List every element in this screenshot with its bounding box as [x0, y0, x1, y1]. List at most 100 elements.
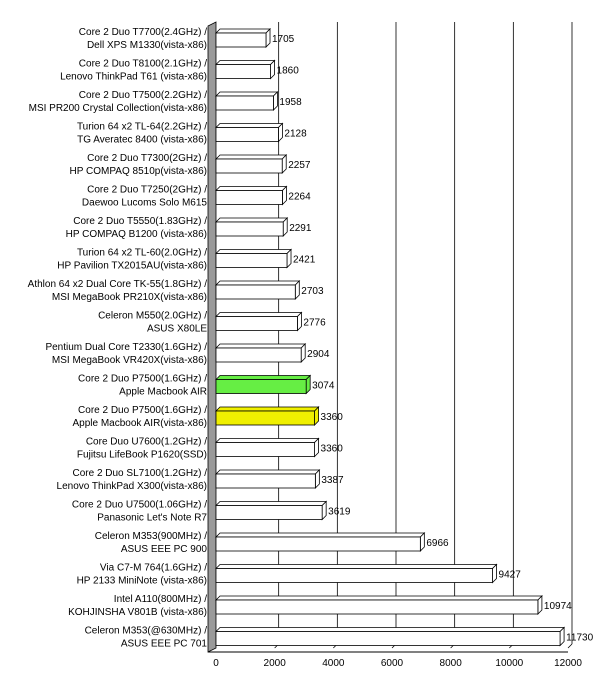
bar-top-face [215, 501, 328, 506]
bar-value-label: 2257 [288, 160, 311, 171]
category-label-line2: HP Pavilion TX2015AU(vista-x86) [57, 261, 207, 272]
category-label-line2: ASUS EEE PC 701 [121, 639, 208, 650]
category-label-line2: ASUS X80LE [147, 324, 207, 335]
value-labels: 1705 1860 1958 2128 2257 2264 2291 2421 2703 2776… [272, 34, 594, 644]
bar-top-face [215, 438, 320, 443]
x-tick-label: 4000 [322, 658, 345, 669]
bar-top-face [215, 595, 543, 601]
category-label-line2: KOHJINSHA V801B (vista-x86) [68, 607, 207, 618]
bar [215, 127, 279, 142]
bar-value-label: 10974 [544, 601, 572, 612]
category-label-line1: Core 2 Duo T7700(2.4GHz) / [79, 27, 207, 38]
category-label-line2: ASUS EEE PC 900 [121, 544, 208, 555]
category-label-line1: Core 2 Duo SL7100(1.2GHz) / [72, 468, 207, 479]
bar-value-label: 9427 [499, 570, 522, 581]
bar-value-label: 6966 [426, 538, 449, 549]
category-label-line1: Turion 64 x2 TL-64(2.2GHz) / [77, 122, 207, 133]
bar-value-label: 3360 [321, 412, 344, 423]
bar-value-label: 1958 [279, 97, 302, 108]
category-label-line2: Lenovo ThinkPad X300(vista-x86) [57, 481, 207, 492]
bar [215, 505, 323, 520]
bar-top-face [215, 28, 271, 34]
x-axis-ticks: 0 2000 4000 6000 8000 10000 12000 [213, 658, 582, 669]
category-label-line2: Lenovo ThinkPad T61 (vista-x86) [60, 72, 207, 83]
bar-value-label: 2264 [288, 192, 311, 203]
bar-top-face [215, 217, 289, 223]
bar [215, 536, 421, 552]
bar [215, 190, 283, 205]
category-label-line1: Intel A110(800MHz) / [114, 594, 207, 605]
bar-value-label: 11730 [566, 633, 594, 644]
category-label-line1: Core 2 Duo P7500(1.6GHz) / [78, 405, 207, 416]
category-label-line1: Core 2 Duo T7500(2.2GHz) / [79, 90, 207, 101]
category-label-line1: Athlon 64 x2 Dual Core TK-55(1.8GHz) / [28, 279, 208, 290]
gridline-foot [567, 643, 573, 649]
category-label-line1: Via C7-M 764(1.6GHz) / [100, 563, 207, 574]
category-label-line1: Core 2 Duo P7500(1.6GHz) / [78, 374, 207, 385]
bar [215, 473, 316, 489]
bar-value-label: 1860 [277, 66, 300, 77]
bar-top-face [215, 249, 292, 254]
bar-top-face [215, 60, 276, 65]
bar [215, 347, 302, 363]
bar-top-face [215, 154, 288, 160]
bar-value-label: 3619 [328, 507, 351, 518]
category-label-line1: Core 2 Duo T7300(2GHz) / [87, 153, 207, 164]
x-tick-label: 6000 [381, 658, 404, 669]
bar [215, 158, 283, 174]
category-label-line1: Celeron M353(@630MHz) / [85, 626, 208, 637]
bar [215, 599, 539, 615]
category-label-line1: Core 2 Duo T8100(2.1GHz) / [79, 59, 207, 70]
bar-value-label: 3387 [321, 475, 344, 486]
bar-top-face [215, 91, 279, 97]
category-label-line1: Core 2 Duo T7250(2GHz) / [87, 185, 207, 196]
category-label-line1: Turion 64 x2 TL-60(2.0GHz) / [77, 248, 207, 259]
bar-value-label: 2703 [301, 286, 324, 297]
x-tick-label: 2000 [264, 658, 287, 669]
category-labels: Core 2 Duo T7700(2.4GHz) / Dell XPS M1330… [28, 27, 208, 650]
bar-top-face [215, 312, 303, 317]
category-label-line2: HP COMPAQ 8510p(vista-x86) [70, 166, 207, 177]
category-label-line2: Panasonic Let's Note R7 [97, 513, 207, 524]
bar [215, 32, 267, 48]
bar-top-face [215, 123, 284, 128]
bar-top-face [215, 375, 312, 380]
bar [215, 221, 284, 237]
x-tick-label: 8000 [440, 658, 463, 669]
gridlines [274, 22, 573, 649]
bar [215, 64, 271, 79]
bar [215, 95, 274, 111]
category-label-line2: Daewoo Lucoms Solo M615 [82, 198, 208, 209]
bar [215, 316, 298, 331]
category-label-line1: Core 2 Duo U7500(1.06GHz) / [72, 500, 207, 511]
category-label-line1: Core 2 Duo T5550(1.83GHz) / [73, 216, 207, 227]
bar-top-face [215, 469, 321, 475]
bar-top-face [215, 280, 301, 286]
category-label-line2: Apple Macbook AIR [119, 387, 207, 398]
bar-value-label: 2904 [307, 349, 330, 360]
bar-top-face [215, 406, 320, 412]
bar [215, 253, 288, 268]
bars [215, 28, 566, 647]
x-tick-label: 0 [213, 658, 219, 669]
bar [215, 442, 315, 457]
bar [215, 568, 493, 583]
x-tick-label: 12000 [554, 658, 582, 669]
category-label-line2: Fujitsu LifeBook P1620(SSD) [77, 450, 207, 461]
category-label-line2: Apple Macbook AIR(vista-x86) [72, 418, 207, 429]
left-wall [207, 21, 217, 653]
bar [215, 379, 307, 394]
bar-value-label: 2421 [293, 255, 316, 266]
category-label-line2: Dell XPS M1330(vista-x86) [87, 40, 207, 51]
category-label-line1: Celeron M353(900MHz) / [95, 531, 207, 542]
category-label-line1: Pentium Dual Core T2330(1.6GHz) / [45, 342, 207, 353]
bar [215, 284, 296, 300]
bar [215, 631, 561, 646]
bar-top-face [215, 627, 566, 632]
category-label-line1: Core Duo U7600(1.2GHz) / [86, 437, 207, 448]
bar-value-label: 3360 [321, 444, 344, 455]
bar-value-label: 3074 [312, 381, 335, 392]
bar [215, 410, 315, 426]
category-label-line1: Celeron M550(2.0GHz) / [98, 311, 207, 322]
